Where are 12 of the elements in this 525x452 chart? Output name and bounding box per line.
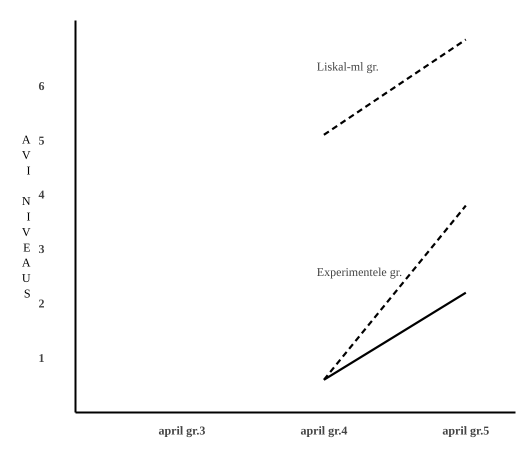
text: AVI NIVEAUS [22, 132, 31, 300]
y-tick-label: 3 [38, 242, 44, 256]
x-tick-label: april gr.3 [158, 424, 206, 438]
series-label: Experimentele gr. [316, 265, 402, 280]
y-tick-label: 5 [38, 133, 44, 148]
y-tick-label: 4 [38, 188, 44, 202]
y-tick-label: 2 [38, 296, 44, 311]
y-tick-label: 6 [38, 78, 44, 93]
x-tick-label: april gr.5 [442, 424, 490, 438]
y-tick-label: 1 [38, 351, 44, 366]
series-label: Liskal-ml gr. [316, 60, 379, 74]
x-tick-label: april gr.4 [300, 424, 348, 438]
